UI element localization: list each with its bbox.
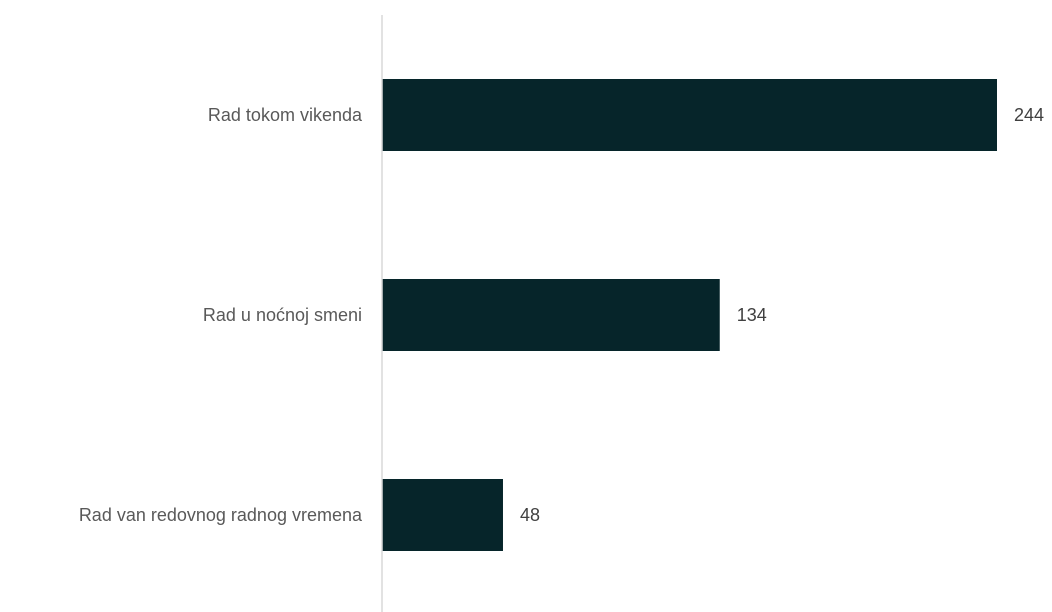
category-labels: Rad tokom vikenda Rad u noćnoj smeni Rad v…	[79, 105, 363, 525]
category-label-rad-tokom-vikenda: Rad tokom vikenda	[208, 105, 363, 125]
category-label-rad-van-redovnog-radnog-vremena: Rad van redovnog radnog vremena	[79, 505, 363, 525]
value-label-rad-van-redovnog-radnog-vremena: 48	[520, 505, 540, 525]
bars	[382, 79, 997, 551]
bar-rad-tokom-vikenda	[382, 79, 997, 151]
bar-rad-u-nocnoj-smeni	[382, 279, 720, 351]
value-label-rad-tokom-vikenda: 244	[1014, 105, 1044, 125]
bar-rad-van-redovnog-radnog-vremena	[382, 479, 503, 551]
category-label-rad-u-nocnoj-smeni: Rad u noćnoj smeni	[203, 305, 362, 325]
value-labels: 244 134 48	[520, 105, 1044, 525]
value-label-rad-u-nocnoj-smeni: 134	[737, 305, 767, 325]
